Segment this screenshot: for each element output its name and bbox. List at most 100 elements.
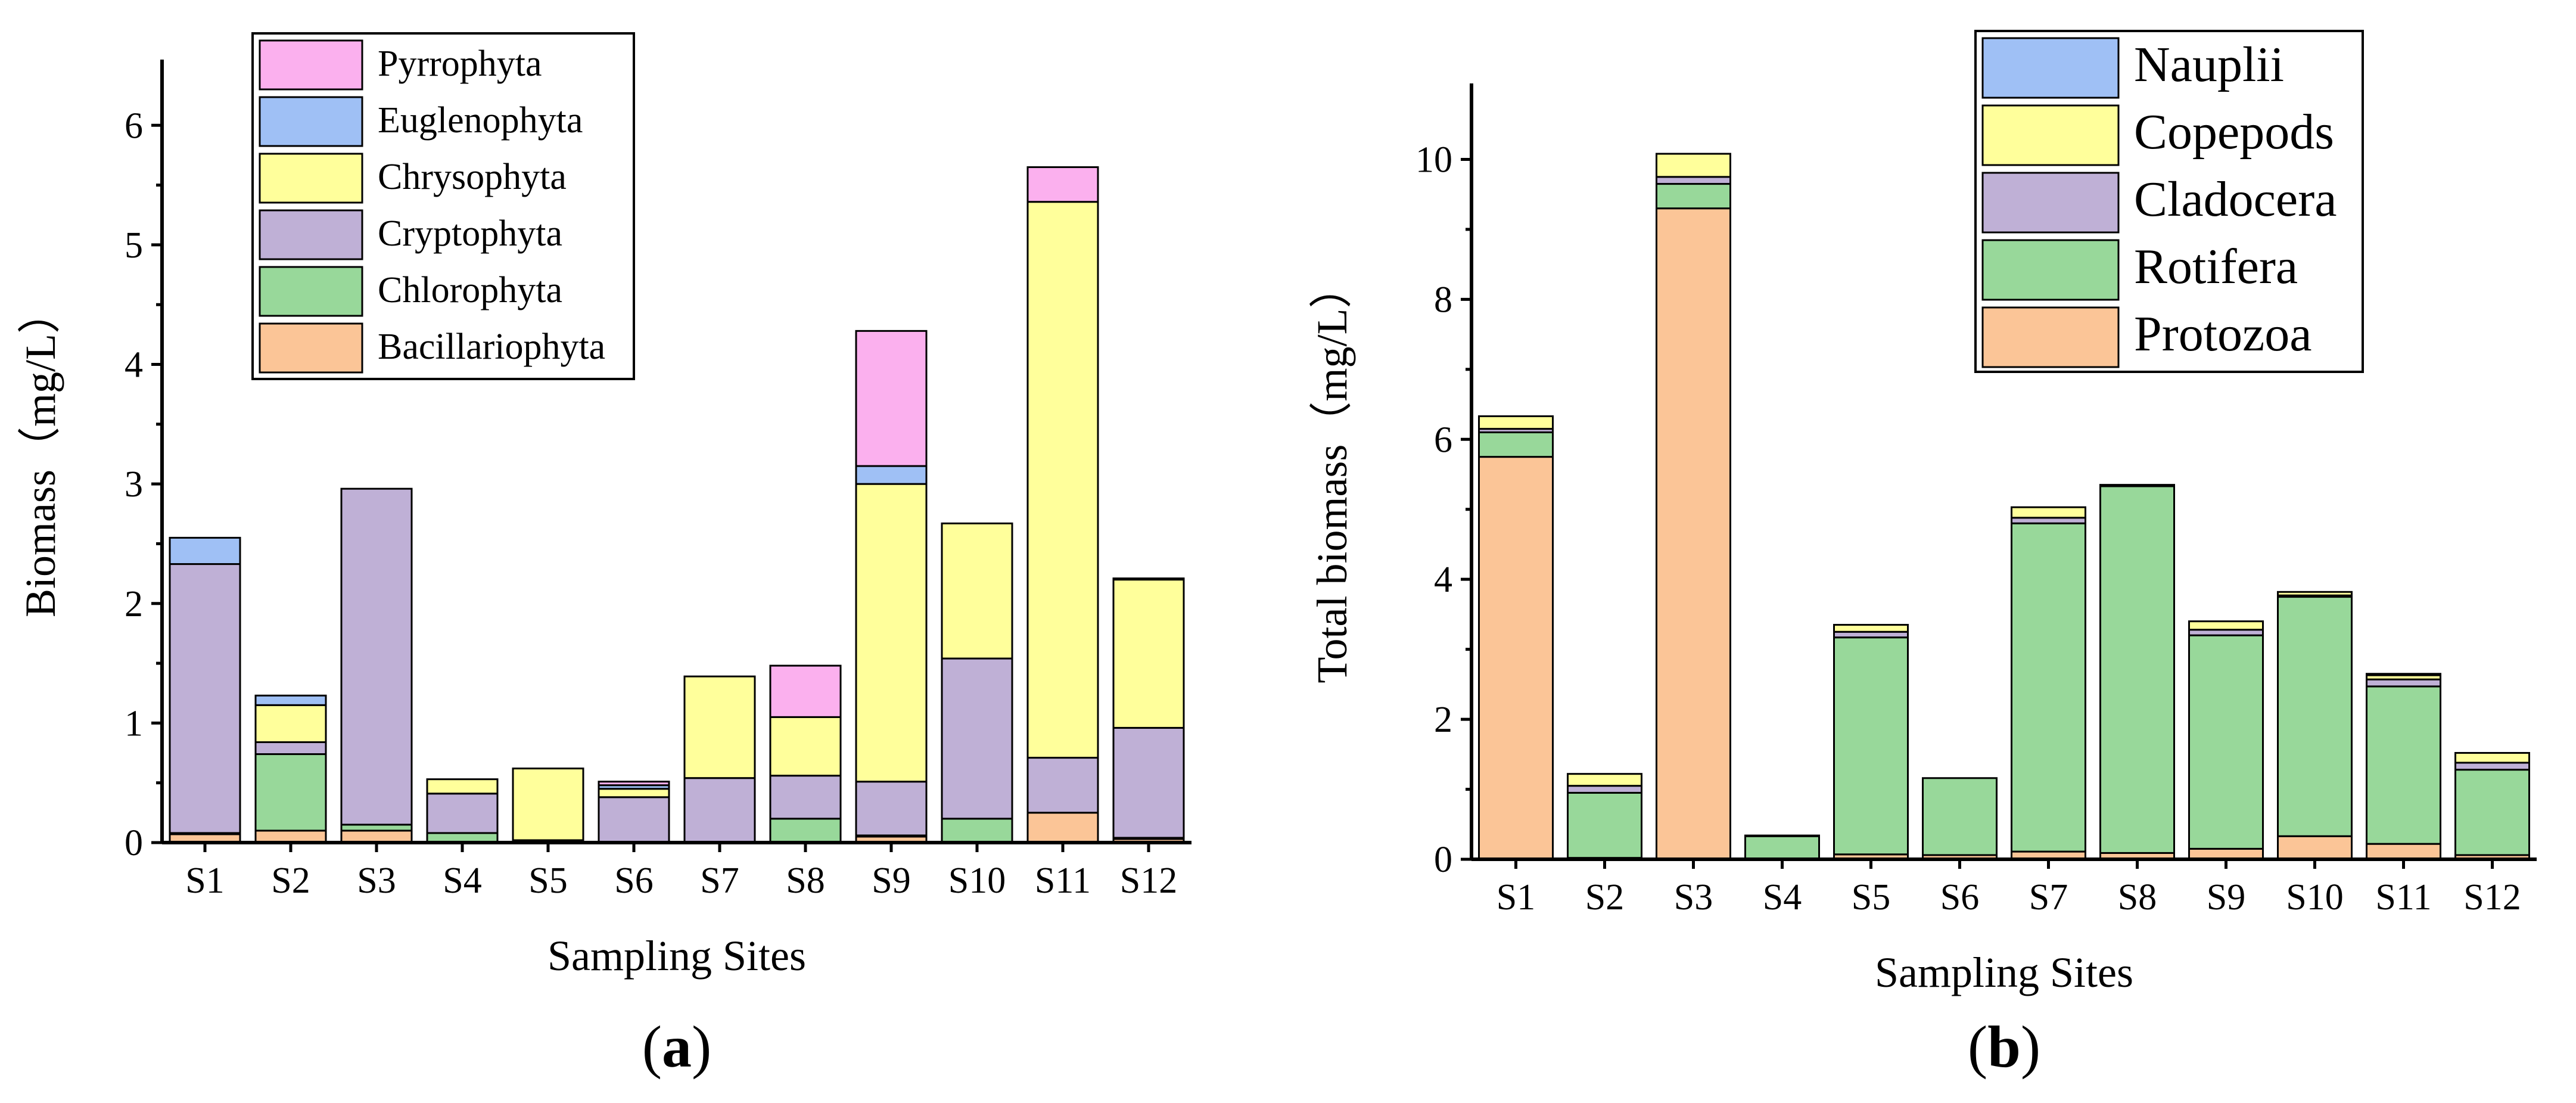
bar-s10-cryptophyta bbox=[941, 657, 1013, 820]
bar-s2-chlorophyta bbox=[254, 753, 327, 832]
x-tick-label: S10 bbox=[2286, 877, 2343, 918]
bar-s8-chlorophyta bbox=[769, 818, 842, 844]
legend-swatch bbox=[1981, 172, 2120, 234]
y-tick-label: 1 bbox=[125, 703, 143, 744]
bar-s6-chrysophyta bbox=[598, 788, 670, 798]
bar-s12-cladocera bbox=[2454, 762, 2530, 771]
bar-s8-cryptophyta bbox=[769, 775, 842, 820]
bar-s12-euglenophyta bbox=[1112, 577, 1185, 581]
bar-s8-chrysophyta bbox=[769, 716, 842, 777]
panel-label: (b) bbox=[1968, 1014, 2040, 1080]
x-tick-label: S11 bbox=[1035, 860, 1091, 901]
bar-s9-rotifera bbox=[2188, 634, 2264, 850]
y-axis-label: Biomass（mg/L） bbox=[17, 291, 64, 617]
bar-s6-rotifera bbox=[1922, 777, 1998, 856]
x-tick-label: S5 bbox=[528, 860, 567, 901]
bar-s3-copepods bbox=[1656, 153, 1731, 178]
bar-s7-cryptophyta bbox=[683, 777, 756, 844]
bar-s9-pyrrophyta bbox=[855, 330, 928, 467]
x-tick-label: S6 bbox=[614, 860, 653, 901]
y-axis-label: Total biomass（mg/L） bbox=[1308, 266, 1356, 683]
x-tick-label: S5 bbox=[1852, 877, 1890, 918]
x-axis-label: Sampling Sites bbox=[1875, 949, 2133, 996]
bar-s7-copepods bbox=[2011, 506, 2086, 519]
bar-s11-cryptophyta bbox=[1026, 757, 1099, 814]
legend-label: Rotifera bbox=[2134, 239, 2298, 294]
bar-s2-cryptophyta bbox=[254, 741, 327, 756]
x-tick-label: S4 bbox=[443, 860, 481, 901]
bar-s2-cladocera bbox=[1567, 785, 1642, 794]
x-tick-label: S2 bbox=[271, 860, 310, 901]
y-tick-label: 2 bbox=[125, 584, 143, 624]
panel-label: (a) bbox=[642, 1014, 712, 1080]
bar-s10-chrysophyta bbox=[941, 522, 1013, 660]
bar-s2-bacillariophyta bbox=[254, 829, 327, 844]
bar-s2-euglenophyta bbox=[254, 694, 327, 706]
bar-s11-protozoa bbox=[2366, 843, 2441, 860]
y-tick-label: 4 bbox=[125, 345, 143, 386]
bar-s3-cladocera bbox=[1656, 176, 1731, 185]
y-tick-label: 0 bbox=[125, 823, 143, 863]
bar-s10-rotifera bbox=[2277, 596, 2353, 837]
bar-s3-rotifera bbox=[1656, 183, 1731, 210]
legend-swatch bbox=[259, 153, 363, 204]
bar-s2-rotifera bbox=[1567, 791, 1642, 859]
bar-s12-cryptophyta bbox=[1112, 726, 1185, 839]
bar-s2-chrysophyta bbox=[254, 704, 327, 743]
bar-s11-pyrrophyta bbox=[1026, 166, 1099, 203]
bar-s4-cladocera bbox=[1744, 834, 1820, 837]
bar-s9-chrysophyta bbox=[855, 483, 928, 783]
bar-s12-rotifera bbox=[2454, 769, 2530, 856]
legend-label: Pyrrophyta bbox=[378, 44, 542, 84]
bar-s11-nauplii bbox=[2366, 673, 2441, 676]
bar-s7-rotifera bbox=[2011, 522, 2086, 853]
legend-swatch bbox=[1981, 104, 2120, 166]
bar-s5-copepods bbox=[1833, 624, 1909, 633]
bar-s9-euglenophyta bbox=[855, 465, 928, 485]
bar-s1-protozoa bbox=[1478, 456, 1554, 860]
bar-s10-protozoa bbox=[2277, 835, 2353, 860]
y-tick-label: 5 bbox=[125, 225, 143, 266]
bar-s10-chlorophyta bbox=[941, 818, 1013, 844]
x-tick-label: S8 bbox=[2118, 877, 2157, 918]
bar-s10-copepods bbox=[2277, 591, 2353, 596]
bar-s11-chrysophyta bbox=[1026, 201, 1099, 759]
bar-s1-euglenophyta bbox=[169, 536, 241, 566]
bar-s4-rotifera bbox=[1744, 835, 1820, 860]
y-tick-label: 8 bbox=[1434, 279, 1452, 320]
x-tick-label: S10 bbox=[948, 860, 1006, 901]
bar-s3-protozoa bbox=[1656, 207, 1731, 860]
chart-panel-a: S1 S2 S3 S4 S5 S6 S7 S8 S9 S10 S11 S12 0 1 2 3 4 5 6 Biomas… bbox=[17, 32, 1191, 1080]
bar-s1-cryptophyta bbox=[169, 563, 241, 834]
x-tick-label: S6 bbox=[1940, 877, 1979, 918]
bar-s12-copepods bbox=[2454, 751, 2530, 764]
legend-label: Chlorophyta bbox=[378, 270, 562, 310]
bar-s4-chrysophyta bbox=[426, 778, 499, 795]
legend-label: Copepods bbox=[2134, 104, 2334, 160]
bar-s1-rotifera bbox=[1478, 431, 1554, 458]
bar-s1-copepods bbox=[1478, 415, 1554, 430]
x-tick-label: S7 bbox=[2029, 877, 2068, 918]
bar-s11-rotifera bbox=[2366, 685, 2441, 845]
x-tick-label: S12 bbox=[1120, 860, 1177, 901]
bar-s3-cryptophyta bbox=[340, 487, 413, 826]
legend-swatch bbox=[1981, 37, 2120, 99]
legend-swatch bbox=[259, 96, 363, 147]
y-tick-label: 10 bbox=[1415, 139, 1452, 180]
bar-s12-chrysophyta bbox=[1112, 579, 1185, 729]
legend-label: Cladocera bbox=[2134, 172, 2337, 227]
legend-swatch bbox=[259, 39, 363, 91]
bar-s8-pyrrophyta bbox=[769, 664, 842, 718]
x-tick-label: S8 bbox=[786, 860, 825, 901]
x-axis-label: Sampling Sites bbox=[547, 932, 806, 980]
bar-s8-nauplii bbox=[2099, 484, 2175, 487]
y-tick-label: 2 bbox=[1434, 700, 1452, 740]
bar-s9-copepods bbox=[2188, 620, 2264, 631]
y-tick-label: 6 bbox=[125, 105, 143, 146]
legend-swatch bbox=[1981, 239, 2120, 301]
legend-label: Cryptophyta bbox=[378, 213, 562, 254]
legend-label: Chrysophyta bbox=[378, 157, 567, 197]
legend-swatch bbox=[259, 266, 363, 317]
legend-swatch bbox=[259, 209, 363, 260]
x-tick-label: S2 bbox=[1585, 877, 1624, 918]
